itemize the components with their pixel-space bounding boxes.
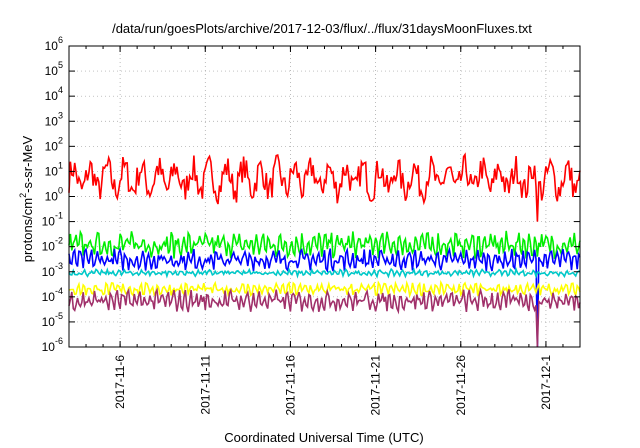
y-tick-label: 10-1 — [42, 211, 63, 229]
y-tick-label: 102 — [45, 135, 63, 153]
y-tick-label: 101 — [45, 160, 63, 178]
x-tick-label: 2017-11-21 — [369, 355, 383, 416]
y-tick-label: 105 — [45, 60, 63, 78]
y-tick-label: 10-4 — [42, 286, 63, 304]
y-tick-label: 100 — [45, 186, 63, 204]
y-tick-label: 103 — [45, 110, 63, 128]
x-tick-label: 2017-12-1 — [539, 355, 553, 410]
series-line-3 — [68, 246, 581, 348]
y-axis: 10-6 10-5 10-4 10-3 10-2 10-1 100 101 102 103 104 1… — [42, 35, 580, 354]
series-line-1 — [68, 152, 581, 222]
y-tick-label: 104 — [45, 85, 63, 103]
y-tick-label: 10-5 — [42, 311, 63, 329]
y-axis-title: protons/cm2-s-sr-MeV — [18, 135, 35, 262]
x-tick-label: 2017-11-11 — [198, 355, 212, 415]
y-tick-label: 10-3 — [42, 261, 63, 279]
series-line-6 — [68, 287, 581, 348]
chart-title: /data/run/goesPlots/archive/2017-12-03/f… — [112, 21, 532, 36]
x-tick-label: 2017-11-26 — [454, 355, 468, 416]
x-tick-label: 2017-11-16 — [283, 355, 297, 416]
series-line-5 — [68, 279, 581, 299]
x-tick-label: 2017-11-6 — [113, 355, 127, 409]
series-layer — [68, 152, 581, 348]
x-axis-title: Coordinated Universal Time (UTC) — [224, 430, 423, 445]
y-tick-label: 106 — [45, 35, 63, 53]
y-tick-label: 10-2 — [42, 236, 63, 254]
series-line-4 — [68, 266, 581, 279]
y-tick-label: 10-6 — [42, 336, 63, 354]
x-axis: 2017-11-6 2017-11-11 2017-11-16 2017-11-21 2… — [68, 46, 581, 416]
series-line-2 — [68, 229, 581, 260]
